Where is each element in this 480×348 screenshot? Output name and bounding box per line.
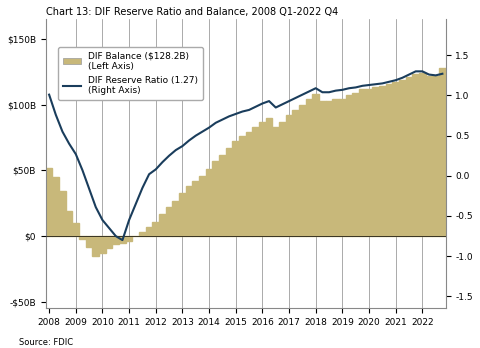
Bar (59, 191, 66, 236)
Bar (106, 236, 112, 248)
Bar (306, 99, 312, 236)
Bar (46, 168, 52, 236)
Bar (219, 155, 226, 236)
Bar (153, 222, 159, 236)
Bar (352, 93, 359, 236)
Bar (266, 118, 273, 236)
Bar (159, 214, 166, 236)
Bar (186, 186, 192, 236)
Bar (192, 181, 199, 236)
Bar (119, 236, 126, 243)
Bar (366, 89, 372, 236)
Bar (199, 176, 206, 236)
Bar (66, 211, 72, 236)
Text: Source: FDIC: Source: FDIC (19, 338, 73, 347)
Bar (126, 236, 132, 242)
Bar (93, 236, 99, 256)
Bar (399, 80, 406, 236)
Bar (319, 101, 326, 236)
Bar (172, 200, 179, 236)
Bar (339, 99, 346, 236)
Bar (99, 236, 106, 253)
Bar (332, 99, 339, 236)
Bar (286, 115, 292, 236)
Bar (312, 94, 319, 236)
Bar (392, 82, 399, 236)
Bar (252, 127, 259, 236)
Bar (179, 193, 186, 236)
Bar (213, 161, 219, 236)
Bar (359, 89, 366, 236)
Text: Chart 13: DIF Reserve Ratio and Balance, 2008 Q1-2022 Q4: Chart 13: DIF Reserve Ratio and Balance,… (46, 7, 338, 17)
Bar (379, 86, 386, 236)
Bar (299, 105, 306, 236)
Bar (246, 132, 252, 236)
Bar (406, 77, 412, 236)
Legend: DIF Balance ($128.2B)
(Left Axis), DIF Reserve Ratio (1.27)
(Right Axis): DIF Balance ($128.2B) (Left Axis), DIF R… (58, 47, 203, 100)
Bar (372, 87, 379, 236)
Bar (232, 141, 239, 236)
Bar (52, 177, 59, 236)
Bar (72, 223, 79, 236)
Bar (146, 227, 153, 236)
Bar (226, 148, 232, 236)
Bar (206, 169, 213, 236)
Bar (412, 74, 419, 236)
Bar (239, 136, 246, 236)
Bar (346, 95, 352, 236)
Bar (326, 101, 332, 236)
Bar (259, 122, 266, 236)
Bar (112, 236, 119, 244)
Bar (432, 76, 439, 236)
Bar (439, 68, 446, 236)
Bar (79, 236, 86, 239)
Bar (419, 73, 426, 236)
Bar (426, 76, 432, 236)
Bar (166, 207, 172, 236)
Bar (139, 232, 146, 236)
Bar (273, 127, 279, 236)
Bar (292, 110, 299, 236)
Bar (279, 122, 286, 236)
Bar (386, 84, 392, 236)
Bar (86, 236, 93, 247)
